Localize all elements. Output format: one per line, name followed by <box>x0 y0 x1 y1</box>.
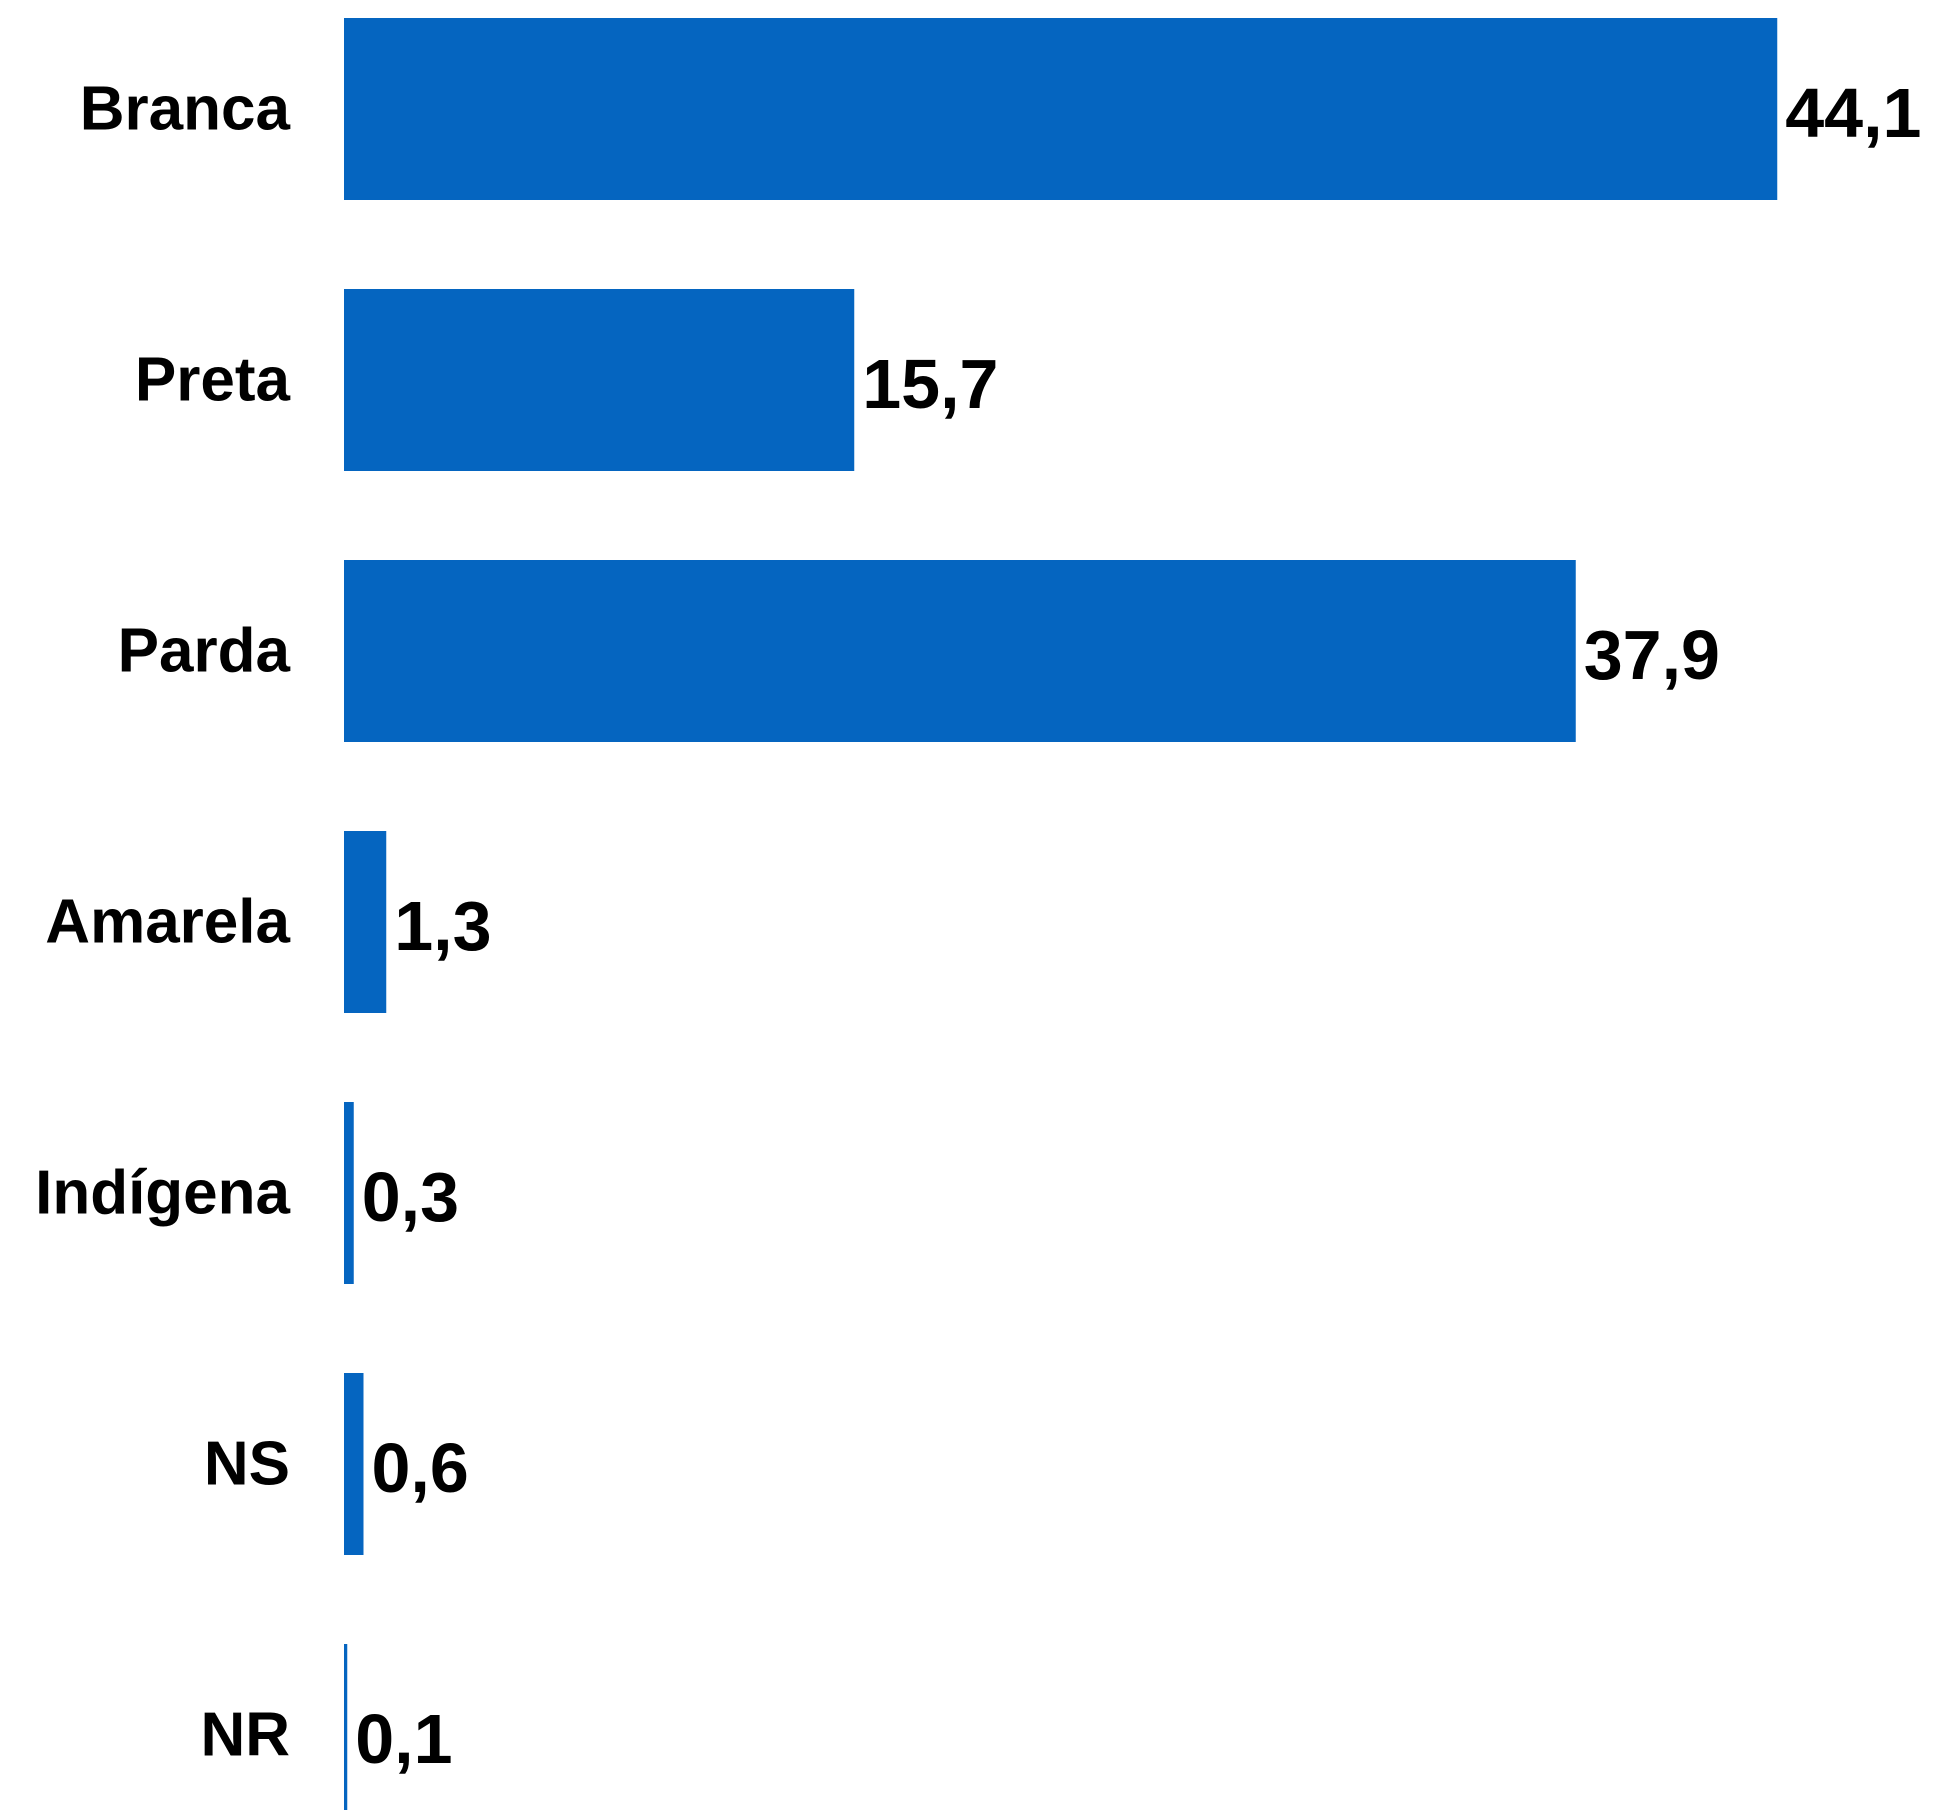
category-label: Indígena <box>35 1159 290 1228</box>
category-label: Amarela <box>45 888 290 957</box>
bar-3 <box>344 831 387 1013</box>
value-label: 0,1 <box>355 1700 452 1778</box>
value-label: 1,3 <box>394 887 491 965</box>
bar-0 <box>344 18 1778 200</box>
value-labels: 44,1 15,7 37,9 1,3 0,3 0,6 0,1 <box>355 74 1921 1778</box>
value-label: 15,7 <box>862 345 998 423</box>
bars-layer <box>344 18 1778 1810</box>
value-label: 0,3 <box>362 1158 459 1236</box>
bar-1 <box>344 289 855 471</box>
category-label: Preta <box>135 346 291 415</box>
category-label: Branca <box>80 75 291 144</box>
category-label: NR <box>200 1701 290 1770</box>
value-label: 44,1 <box>1785 74 1921 152</box>
bar-2 <box>344 560 1576 742</box>
category-labels: Branca Preta Parda Amarela Indígena NS NR <box>35 75 290 1770</box>
bar-5 <box>344 1373 364 1555</box>
bar-4 <box>344 1102 354 1284</box>
category-label: Parda <box>118 617 291 686</box>
category-label: NS <box>204 1430 290 1499</box>
value-label: 37,9 <box>1584 616 1720 694</box>
value-label: 0,6 <box>372 1429 469 1507</box>
bar-6 <box>344 1644 348 1810</box>
